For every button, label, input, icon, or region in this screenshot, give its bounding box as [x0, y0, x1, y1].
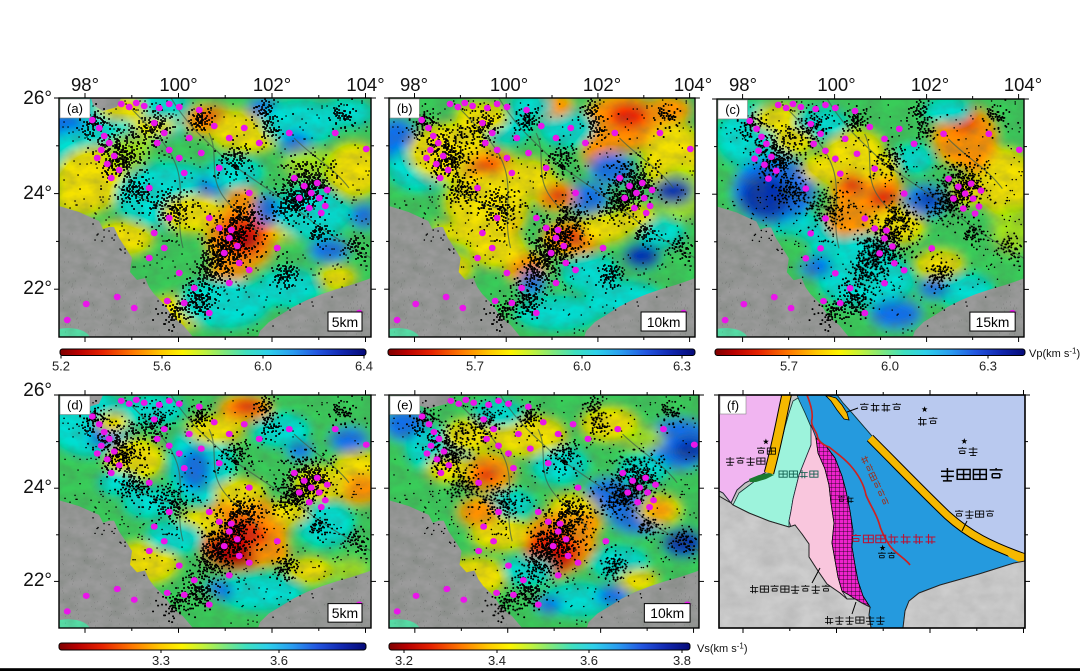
svg-text:(c): (c) [725, 102, 740, 117]
svg-text:6.3: 6.3 [673, 359, 691, 374]
svg-text:100°: 100° [817, 74, 855, 95]
svg-text:6.0: 6.0 [881, 359, 899, 374]
svg-text:10km: 10km [650, 606, 684, 621]
svg-text:3.4: 3.4 [488, 653, 506, 668]
svg-text:98°: 98° [71, 74, 99, 95]
svg-text:100°: 100° [490, 74, 528, 95]
svg-text:26°: 26° [23, 380, 52, 401]
svg-text:3.2: 3.2 [395, 653, 413, 668]
svg-text:(a): (a) [67, 101, 83, 116]
svg-text:10km: 10km [647, 314, 681, 330]
svg-text:98°: 98° [400, 74, 428, 95]
svg-text:104°: 104° [346, 74, 384, 95]
svg-text:3.6: 3.6 [270, 653, 288, 668]
svg-text:3.6: 3.6 [580, 653, 598, 668]
svg-text:15km: 15km [976, 314, 1010, 330]
svg-text:(d): (d) [67, 398, 83, 413]
svg-text:5km: 5km [332, 314, 358, 330]
svg-text:6.0: 6.0 [573, 359, 591, 374]
svg-text:5.7: 5.7 [466, 359, 484, 374]
svg-text:102°: 102° [583, 74, 621, 95]
svg-text:3.8: 3.8 [673, 653, 691, 668]
svg-text:Vs(km s-1): Vs(km s-1) [697, 642, 748, 656]
svg-text:102°: 102° [253, 74, 291, 95]
svg-text:6.4: 6.4 [355, 359, 373, 374]
svg-text:5.2: 5.2 [52, 359, 70, 374]
svg-text:24°: 24° [23, 477, 52, 498]
svg-text:(e): (e) [397, 398, 413, 413]
svg-text:(f): (f) [727, 398, 739, 413]
svg-text:26°: 26° [23, 88, 52, 109]
svg-text:104°: 104° [1004, 74, 1042, 95]
svg-text:98°: 98° [729, 74, 757, 95]
svg-text:(b): (b) [397, 101, 413, 116]
svg-text:6.3: 6.3 [979, 359, 997, 374]
svg-text:Vp(km s-1): Vp(km s-1) [1029, 347, 1080, 361]
svg-text:5km: 5km [332, 605, 358, 621]
svg-text:5.7: 5.7 [780, 359, 798, 374]
svg-text:5.6: 5.6 [153, 359, 171, 374]
svg-text:3.3: 3.3 [152, 653, 170, 668]
svg-text:22°: 22° [23, 278, 52, 299]
svg-text:6.0: 6.0 [254, 359, 272, 374]
svg-text:24°: 24° [23, 183, 52, 204]
svg-text:100°: 100° [159, 74, 197, 95]
svg-text:102°: 102° [911, 74, 949, 95]
svg-text:22°: 22° [23, 570, 52, 591]
svg-text:104°: 104° [674, 74, 712, 95]
